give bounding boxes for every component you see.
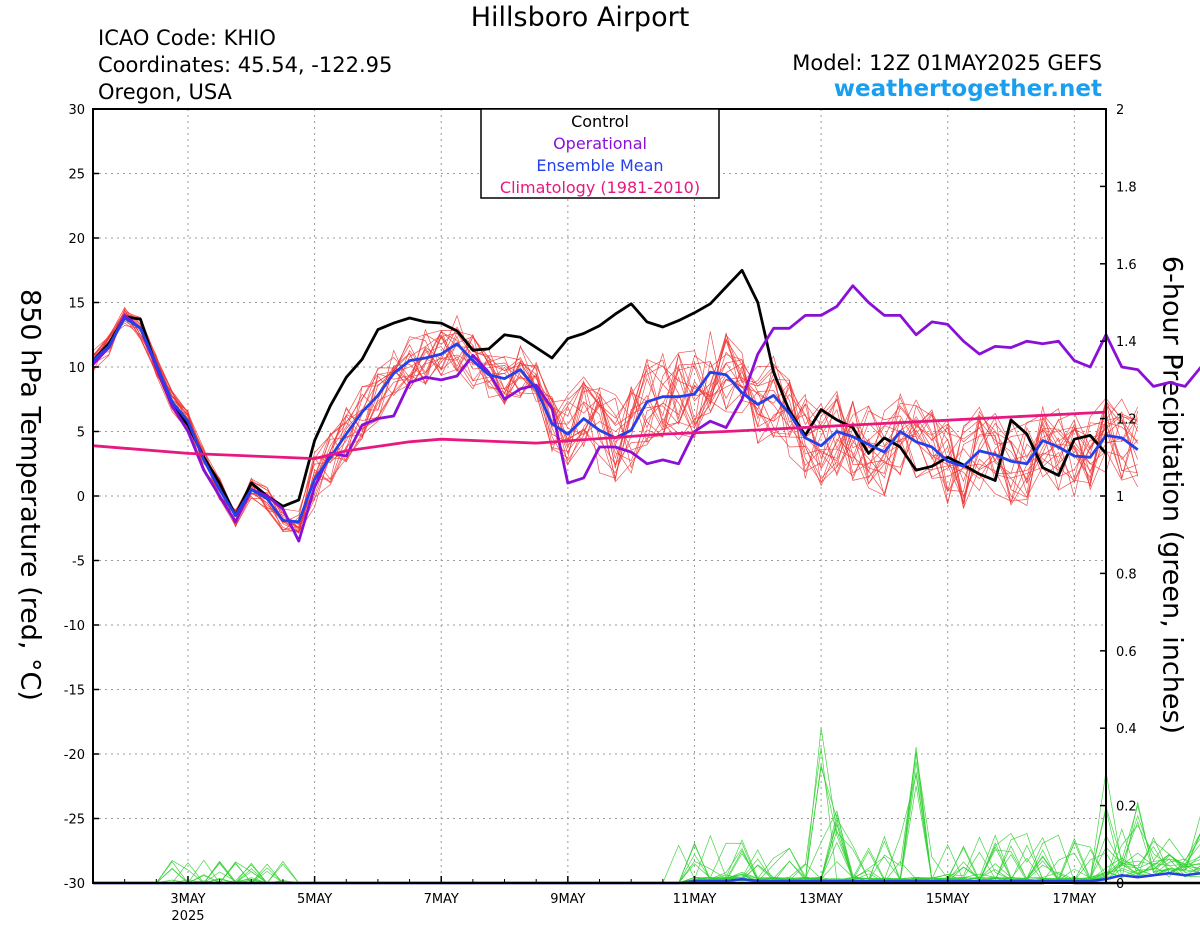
precip-members: [93, 727, 1200, 884]
series-line-climatology-1981-2010: [92, 410, 1107, 460]
x-tick-label: 15MAY: [926, 892, 970, 907]
y-tick-label-right: 0.8: [1116, 567, 1137, 582]
y-tick-label-right: 0.4: [1116, 722, 1137, 737]
legend-box: [480, 108, 720, 199]
x-tick-label: 3MAY: [170, 892, 205, 907]
x-tick-sublabel: 2025: [171, 909, 204, 924]
model-run-label: Model: 12Z 01MAY2025 GEFS: [792, 51, 1102, 75]
y-tick-label-right: 1.6: [1116, 258, 1137, 273]
y-tick-label-left: 15: [68, 297, 85, 312]
ensemble-member-line: [92, 316, 1139, 529]
precip-member-line: [93, 752, 1200, 884]
site-link[interactable]: weathertogether.net: [833, 76, 1102, 102]
series-line-operational: [91, 284, 1200, 543]
precip-member-line: [93, 767, 1200, 884]
x-tick-label: 13MAY: [799, 892, 843, 907]
ensemble-members: [92, 306, 1139, 534]
legend-item: Ensemble Mean: [536, 156, 663, 175]
y-tick-label-right: 2: [1116, 103, 1124, 118]
x-tick-label: 17MAY: [1053, 892, 1097, 907]
region-label: Oregon, USA: [98, 80, 232, 104]
icao-code-label: ICAO Code: KHIO: [98, 26, 276, 50]
y-tick-label-left: -20: [64, 748, 85, 763]
axis-ticks: 302520151050-5-10-15-20-25-3021.81.61.41…: [64, 103, 1137, 924]
y-tick-label-right: 1.2: [1116, 413, 1137, 428]
precip-member-line: [93, 747, 1200, 884]
y-tick-label-left: -30: [64, 877, 85, 892]
y-tick-label-left: -10: [64, 619, 85, 634]
y-tick-label-left: 5: [77, 426, 85, 441]
y-tick-label-right: 1.8: [1116, 180, 1137, 195]
y-tick-label-left: 0: [77, 490, 85, 505]
chart-title: Hillsboro Airport: [470, 2, 690, 33]
y-tick-label-right: 1: [1116, 490, 1124, 505]
y-tick-label-right: 1.4: [1116, 335, 1137, 350]
x-tick-label: 7MAY: [424, 892, 459, 907]
y-tick-label-left: -25: [64, 813, 85, 828]
precip-member-line: [93, 804, 1200, 884]
precip-member-line: [93, 727, 1200, 884]
coordinates-label: Coordinates: 45.54, -122.95: [98, 53, 393, 77]
precip-member-line: [93, 810, 1200, 884]
precip-member-line: [93, 834, 1200, 884]
legend-item: Control: [571, 112, 629, 131]
y-tick-label-left: 10: [68, 361, 85, 376]
ensemble-member-line: [92, 309, 1138, 530]
legend-item: Operational: [553, 134, 647, 153]
x-tick-label: 9MAY: [550, 892, 585, 907]
y-tick-label-left: -5: [72, 555, 85, 570]
precip-member-line: [93, 761, 1200, 884]
precip-member-line: [93, 771, 1200, 884]
ensemble-member-line: [92, 315, 1139, 531]
x-tick-label: 5MAY: [297, 892, 332, 907]
y-tick-label-left: 20: [68, 232, 85, 247]
legend-item: Climatology (1981-2010): [500, 178, 700, 197]
series-line-ensemble-mean: [92, 316, 1139, 524]
precip-member-line: [93, 833, 1200, 884]
y-tick-label-left: -15: [64, 684, 85, 699]
x-tick-label: 11MAY: [673, 892, 717, 907]
ensemble-member-line: [92, 313, 1138, 532]
ensemble-member-line: [92, 314, 1139, 525]
series-line-control: [91, 268, 1108, 517]
precip-member-line: [93, 822, 1200, 884]
legend: Control Operational Ensemble Mean Climatolo…: [480, 108, 720, 199]
precip-member-line: [93, 764, 1200, 884]
y-tick-label-right: 0.2: [1116, 800, 1137, 815]
precip-control-line: [93, 879, 1200, 885]
y-tick-label-right: 0: [1116, 877, 1124, 892]
y-tick-label-left: 30: [68, 103, 85, 118]
y-tick-label-left: 25: [68, 168, 85, 183]
y-tick-label-right: 0.6: [1116, 645, 1137, 660]
ensemble-member-line: [92, 306, 1138, 534]
